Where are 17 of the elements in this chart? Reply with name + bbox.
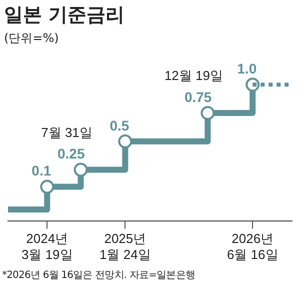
- data-label: 0.25: [58, 146, 85, 162]
- annotation: 7월 31일: [41, 124, 92, 140]
- x-tick-label: 2024년 3월 19일: [21, 231, 73, 262]
- text: *2026년 6월 16일은 전망치. 자료=일본은행: [2, 269, 196, 282]
- point: [74, 162, 88, 177]
- chart-subtitle: (단위=%): [4, 30, 59, 47]
- annotation: 12월 19일: [164, 68, 223, 84]
- x-tick-label: 2025년 1월 24일: [100, 231, 151, 262]
- data-label: 1.0: [237, 60, 257, 77]
- data-label: 0.5: [110, 117, 130, 134]
- x-tick-label: 2026년 6월 16일: [226, 231, 278, 262]
- point: [118, 134, 132, 148]
- data-label: 0.75: [184, 88, 212, 105]
- data-label: 0.1: [32, 162, 52, 179]
- point: [40, 180, 54, 194]
- chart-title: 일본 기준금리: [4, 3, 125, 28]
- point: [200, 106, 215, 120]
